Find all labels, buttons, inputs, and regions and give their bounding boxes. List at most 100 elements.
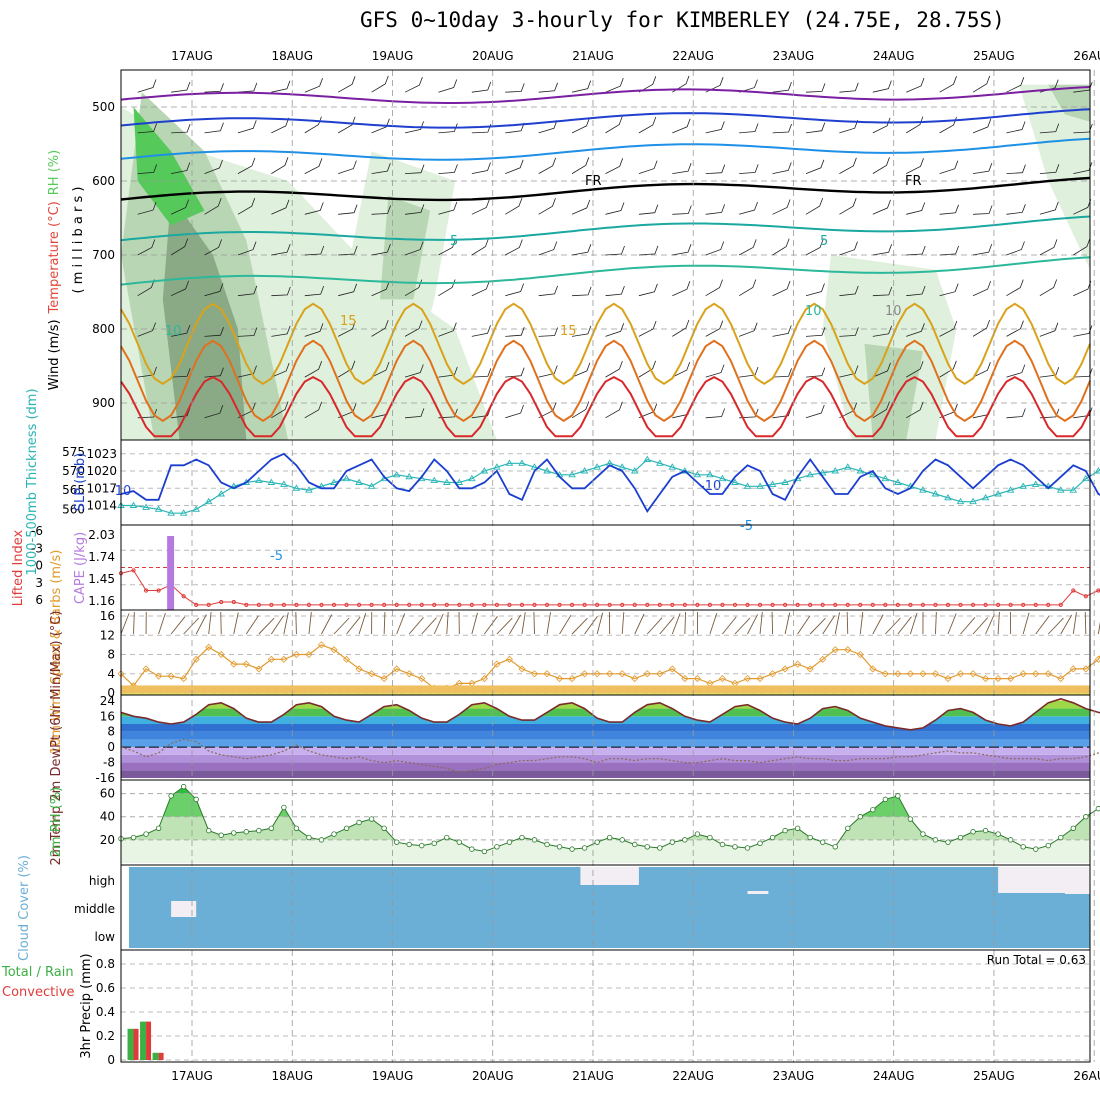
wind-barb xyxy=(1084,611,1087,635)
upper-wind-barb xyxy=(304,116,322,134)
wind-barb xyxy=(684,611,687,635)
upper-wind-barb xyxy=(939,160,959,174)
precip-tick-label: 0.2 xyxy=(96,1029,115,1043)
upper-wind-barb xyxy=(271,401,289,419)
wind-barb xyxy=(533,611,535,635)
upper-wind-barb xyxy=(805,83,826,93)
upper-wind-barb xyxy=(137,322,156,337)
lifted-index-marker xyxy=(557,602,562,607)
lifted-index-marker xyxy=(306,602,312,607)
upper-wind-barb xyxy=(839,157,857,174)
thickness-marker xyxy=(493,463,501,470)
upper-wind-barb xyxy=(438,164,458,174)
wind-barb xyxy=(1060,614,1073,635)
upper-wind-barb xyxy=(605,202,625,215)
upper-wind-barb xyxy=(605,323,625,337)
thickness-marker xyxy=(530,463,539,470)
wind-speed-marker xyxy=(505,655,514,663)
lifted-index-marker xyxy=(482,602,487,607)
upper-wind-barb xyxy=(505,197,523,215)
wind-speed-marker xyxy=(944,674,952,683)
upper-wind-barb xyxy=(605,116,623,134)
lifted-index-marker xyxy=(670,602,675,607)
upper-wind-barb xyxy=(304,401,323,419)
upper-wind-barb xyxy=(972,362,991,378)
lifted-index-marker xyxy=(970,602,976,607)
wind-speed-marker xyxy=(769,670,777,678)
lifted-index-marker xyxy=(620,602,625,607)
wind-barb xyxy=(809,617,826,635)
contour-label: -5 xyxy=(270,549,283,564)
thickness-marker xyxy=(781,478,789,485)
upper-wind-barb xyxy=(638,320,657,337)
thickness-marker xyxy=(167,509,175,516)
wind-barb xyxy=(722,616,737,635)
upper-wind-barb xyxy=(772,199,791,215)
upper-wind-barb xyxy=(572,286,592,297)
upper-wind-barb xyxy=(304,361,323,378)
wind-speed-marker xyxy=(982,674,990,683)
lifted-index-marker xyxy=(419,602,424,607)
wind-barb xyxy=(747,614,759,635)
wind-speed-marker xyxy=(819,655,827,663)
upper-wind-barb xyxy=(672,205,692,215)
rh-marker xyxy=(231,830,237,836)
precip-run-total: Run Total = 0.63 xyxy=(987,953,1086,967)
rh-marker xyxy=(368,816,375,822)
thickness-marker xyxy=(430,476,439,484)
thickness-marker xyxy=(518,459,526,466)
rh-marker xyxy=(306,834,312,841)
day-label-bottom: 22AUG xyxy=(672,1069,714,1083)
upper-wind-barb xyxy=(605,77,624,93)
upper-wind-barb xyxy=(872,244,892,256)
rh-marker xyxy=(193,796,199,803)
upper-wind-barb xyxy=(572,244,592,256)
lifted-index-marker xyxy=(757,602,763,607)
contour-label: 10 xyxy=(165,324,182,339)
wind-speed-marker xyxy=(142,665,150,673)
upper-wind-barb xyxy=(1039,408,1060,419)
contour-label: FR xyxy=(905,174,922,189)
upper-wind-barb xyxy=(371,281,390,297)
day-label-bottom: 18AUG xyxy=(271,1069,313,1083)
rh-marker xyxy=(581,845,588,851)
wind-speed-marker xyxy=(205,643,213,651)
wind-barb xyxy=(1035,616,1050,635)
upper-wind-barb xyxy=(171,123,191,134)
rh-marker xyxy=(393,839,400,845)
upper-wind-barb xyxy=(1006,320,1024,337)
wind-speed-marker xyxy=(668,665,676,673)
upper-wind-barb xyxy=(1006,204,1026,215)
contour-label: 10 xyxy=(885,304,902,319)
upper-wind-barb xyxy=(571,401,590,419)
upper-wind-barb xyxy=(1039,164,1060,174)
wind-speed-marker xyxy=(217,650,225,659)
wind-speed-marker xyxy=(1032,670,1040,678)
precip-legend-convective: Convective xyxy=(2,985,75,1000)
lifted-index-marker xyxy=(770,602,775,607)
rh-marker xyxy=(632,841,638,848)
thickness-marker xyxy=(856,467,865,474)
wind-speed-marker xyxy=(1094,655,1100,663)
upper-wind-barb xyxy=(1006,408,1026,419)
cape-tick-label: 1.16 xyxy=(88,594,115,608)
lifted-index-marker xyxy=(356,602,362,607)
wind-speed-marker xyxy=(180,674,188,683)
upper-wind-barb xyxy=(505,239,523,256)
lifted-index-marker xyxy=(707,602,713,607)
cape-tick-label: 2.03 xyxy=(88,528,115,542)
rh-marker xyxy=(657,845,663,851)
rh-marker xyxy=(845,825,851,831)
thickness-marker xyxy=(768,480,777,487)
wind-speed-marker xyxy=(543,670,551,678)
upper-wind-barb xyxy=(371,162,391,174)
lifted-index-marker xyxy=(444,602,449,607)
day-label-top: 20AUG xyxy=(472,49,514,63)
wind-speed-marker xyxy=(355,665,363,673)
upper-wind-barb xyxy=(1073,81,1093,93)
upper-wind-barb xyxy=(605,285,625,297)
upper-wind-barb xyxy=(538,82,558,93)
wind-barb xyxy=(295,611,297,635)
rh-marker xyxy=(494,844,500,850)
upper-wind-barb xyxy=(204,283,224,297)
